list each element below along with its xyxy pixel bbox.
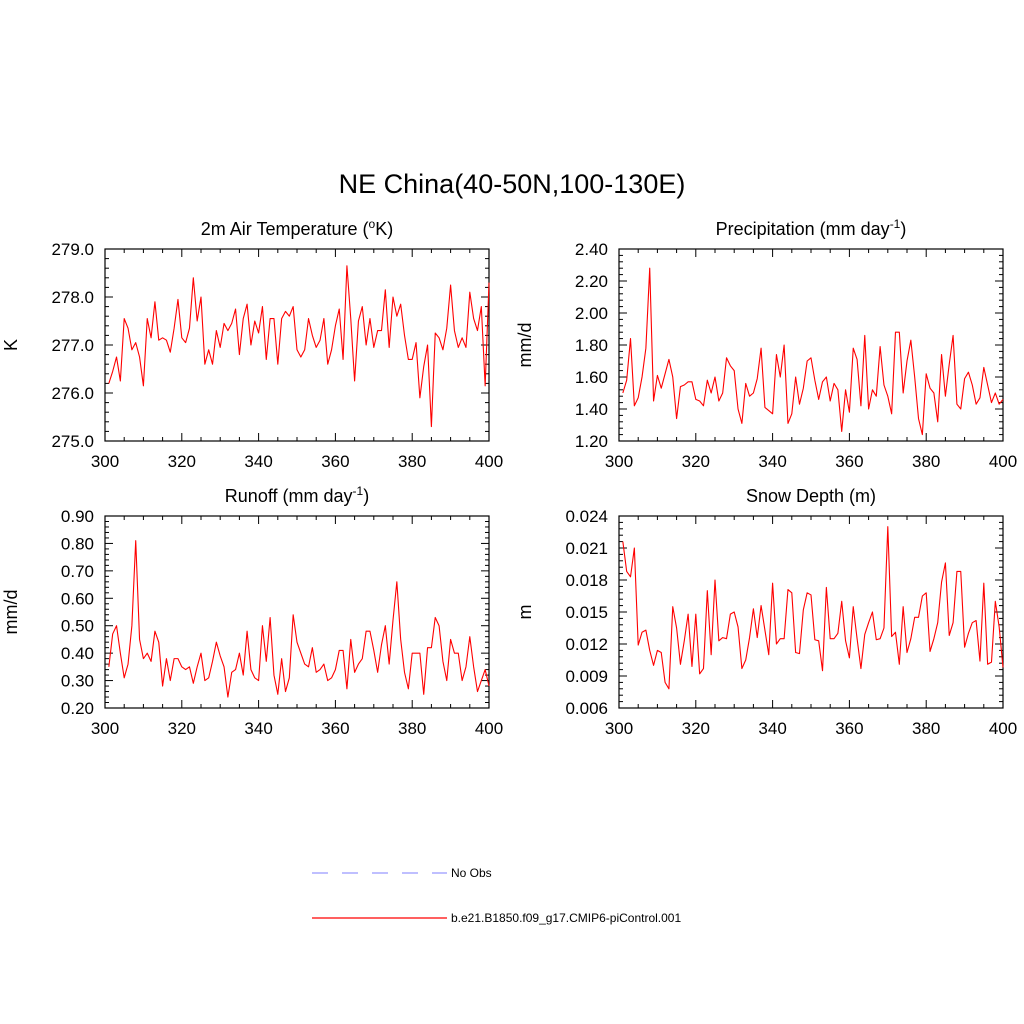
x-tick-label: 360 — [321, 452, 349, 471]
chart-panel-3: 300 320 340 360 380 400 0.20 0.30 0.40 0.50 0.60 0.… — [1, 484, 503, 738]
y-tick-label: 0.015 — [565, 603, 608, 622]
y-tick-label: 0.021 — [565, 539, 608, 558]
x-tick-label: 360 — [835, 452, 863, 471]
x-tick-label: 400 — [475, 452, 503, 471]
y-tick-label: 0.009 — [565, 667, 608, 686]
x-tick-label: 380 — [912, 719, 940, 738]
panel-title: 2m Air Temperature (oK) — [201, 217, 393, 239]
y-tick-label: 0.20 — [61, 699, 94, 718]
x-tick-label: 340 — [244, 452, 272, 471]
x-tick-label: 380 — [912, 452, 940, 471]
y-tick-label: 0.30 — [61, 672, 94, 691]
y-tick-label: 0.012 — [565, 635, 608, 654]
panel-title-end: ) — [900, 219, 906, 239]
y-axis-label: m — [515, 605, 535, 620]
legend-label-2: b.e21.B1850.f09_g17.CMIP6-piControl.001 — [451, 911, 681, 925]
panel-title-text: 2m Air Temperature ( — [201, 219, 369, 239]
x-tick-label: 380 — [398, 719, 426, 738]
y-tick-label: 0.50 — [61, 617, 94, 636]
y-tick-label: 0.70 — [61, 562, 94, 581]
y-tick-label: 275.0 — [51, 432, 94, 451]
chart-panel-1: 300 320 340 360 380 400 275.0 276.0 277.0 278.0 27… — [1, 217, 503, 471]
series-line — [622, 526, 1004, 690]
y-tick-label: 1.60 — [575, 368, 608, 387]
x-tick-label: 320 — [168, 719, 196, 738]
x-tick-label: 400 — [989, 719, 1017, 738]
plot-frame — [618, 248, 1004, 442]
panel-title-superscript: o — [369, 217, 376, 231]
panel-title-text: Snow Depth (m) — [746, 486, 876, 506]
x-tick-label: 320 — [168, 452, 196, 471]
y-tick-label: 0.80 — [61, 534, 94, 553]
panel-title-text: Precipitation (mm day — [716, 219, 890, 239]
panel-title-end: K) — [375, 219, 393, 239]
x-tick-label: 300 — [91, 452, 119, 471]
panels: 300 320 340 360 380 400 275.0 276.0 277.0 278.0 27… — [1, 217, 1017, 738]
y-axis-label: mm/d — [1, 590, 21, 635]
y-tick-label: 1.20 — [575, 432, 608, 451]
y-axis-label: K — [1, 339, 21, 351]
plot-frame — [104, 515, 490, 709]
chart-panel-4: 300 320 340 360 380 400 0.006 0.009 0.012 0.015 0.… — [515, 486, 1017, 738]
x-tick-label: 400 — [475, 719, 503, 738]
x-tick-label: 300 — [91, 719, 119, 738]
legend-label-1: No Obs — [451, 866, 492, 880]
y-tick-label: 2.40 — [575, 240, 608, 259]
panel-title-superscript: -1 — [890, 217, 901, 231]
y-tick-label: 2.00 — [575, 304, 608, 323]
x-tick-label: 340 — [758, 719, 786, 738]
main-title: NE China(40-50N,100-130E) — [339, 169, 686, 199]
series-line — [622, 267, 1004, 436]
x-tick-label: 300 — [605, 452, 633, 471]
panel-title-text: Runoff (mm day — [225, 486, 353, 506]
x-tick-label: 400 — [989, 452, 1017, 471]
x-tick-label: 320 — [682, 452, 710, 471]
y-tick-label: 279.0 — [51, 240, 94, 259]
x-tick-label: 300 — [605, 719, 633, 738]
y-tick-label: 0.018 — [565, 571, 608, 590]
y-axis-label: mm/d — [515, 323, 535, 368]
y-tick-label: 0.006 — [565, 699, 608, 718]
x-tick-label: 360 — [321, 719, 349, 738]
legend: No Obs b.e21.B1850.f09_g17.CMIP6-piContro… — [312, 866, 681, 925]
x-tick-label: 320 — [682, 719, 710, 738]
y-tick-label: 0.024 — [565, 507, 608, 526]
panel-title-superscript: -1 — [353, 484, 364, 498]
y-tick-label: 0.90 — [61, 507, 94, 526]
x-tick-label: 340 — [244, 719, 272, 738]
series-line — [108, 540, 490, 698]
y-tick-label: 277.0 — [51, 336, 94, 355]
y-tick-label: 0.60 — [61, 589, 94, 608]
y-tick-label: 2.20 — [575, 272, 608, 291]
x-tick-label: 340 — [758, 452, 786, 471]
y-tick-label: 1.80 — [575, 336, 608, 355]
series-line — [108, 265, 490, 428]
chart-panel-2: 300 320 340 360 380 400 1.20 1.40 1.60 1.80 2.00 2.… — [515, 217, 1017, 471]
plot-frame — [618, 515, 1004, 709]
panel-title: Snow Depth (m) — [746, 486, 876, 506]
y-tick-label: 276.0 — [51, 384, 94, 403]
x-tick-label: 380 — [398, 452, 426, 471]
y-tick-label: 278.0 — [51, 288, 94, 307]
panel-title: Precipitation (mm day-1) — [716, 217, 907, 239]
y-tick-label: 0.40 — [61, 644, 94, 663]
x-tick-label: 360 — [835, 719, 863, 738]
panel-title-end: ) — [363, 486, 369, 506]
y-tick-label: 1.40 — [575, 400, 608, 419]
panel-title: Runoff (mm day-1) — [225, 484, 369, 506]
